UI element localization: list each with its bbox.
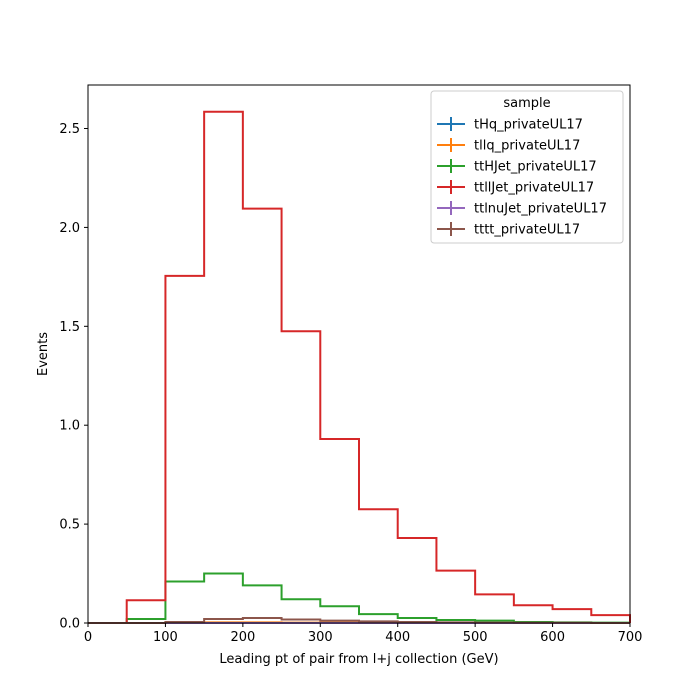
- y-tick-label: 0.0: [59, 617, 80, 632]
- y-axis-ticks: 0.0 0.5 1.0 1.5 2.0 2.5: [59, 122, 88, 632]
- legend-label: tllq_privateUL17: [474, 139, 580, 154]
- x-tick-label: 0: [84, 630, 92, 645]
- legend-item[interactable]: tHq_privateUL17: [437, 117, 583, 133]
- legend-title: sample: [503, 96, 550, 111]
- x-tick-label: 400: [385, 630, 410, 645]
- legend-label: ttlnuJet_privateUL17: [474, 202, 607, 217]
- y-tick-label: 2.0: [59, 221, 80, 236]
- x-tick-label: 700: [618, 630, 643, 645]
- axes-frame: [87, 84, 631, 624]
- x-tick-label: 100: [153, 630, 178, 645]
- legend-label: tHq_privateUL17: [474, 118, 583, 133]
- legend-box: [430, 90, 624, 244]
- y-axis-label: Events: [36, 332, 51, 376]
- x-tick-label: 500: [463, 630, 488, 645]
- legend[interactable]: sample tHq_privateUL17 tllq_privateUL17 ttH…: [430, 90, 624, 244]
- y-tick-label: 0.5: [59, 518, 80, 533]
- legend-item[interactable]: tllq_privateUL17: [437, 138, 580, 154]
- x-tick-label: 600: [540, 630, 565, 645]
- legend-label: ttHJet_privateUL17: [474, 160, 597, 175]
- series-line-3: [88, 110, 631, 624]
- x-axis-label: Leading pt of pair from l+j collection (…: [219, 652, 498, 667]
- legend-item[interactable]: ttHJet_privateUL17: [437, 159, 597, 175]
- legend-item[interactable]: tttt_privateUL17: [437, 222, 580, 238]
- x-axis-ticks: 0 100 200 300 400 500 600 700: [84, 623, 643, 645]
- y-tick-label: 2.5: [59, 122, 80, 137]
- legend-label: ttllJet_privateUL17: [474, 181, 594, 196]
- legend-label: tttt_privateUL17: [474, 223, 580, 238]
- y-tick-label: 1.5: [59, 320, 80, 335]
- legend-item[interactable]: ttllJet_privateUL17: [437, 180, 594, 196]
- x-tick-label: 200: [230, 630, 255, 645]
- y-tick-label: 1.0: [59, 419, 80, 434]
- legend-item[interactable]: ttlnuJet_privateUL17: [437, 201, 607, 217]
- x-tick-label: 300: [308, 630, 333, 645]
